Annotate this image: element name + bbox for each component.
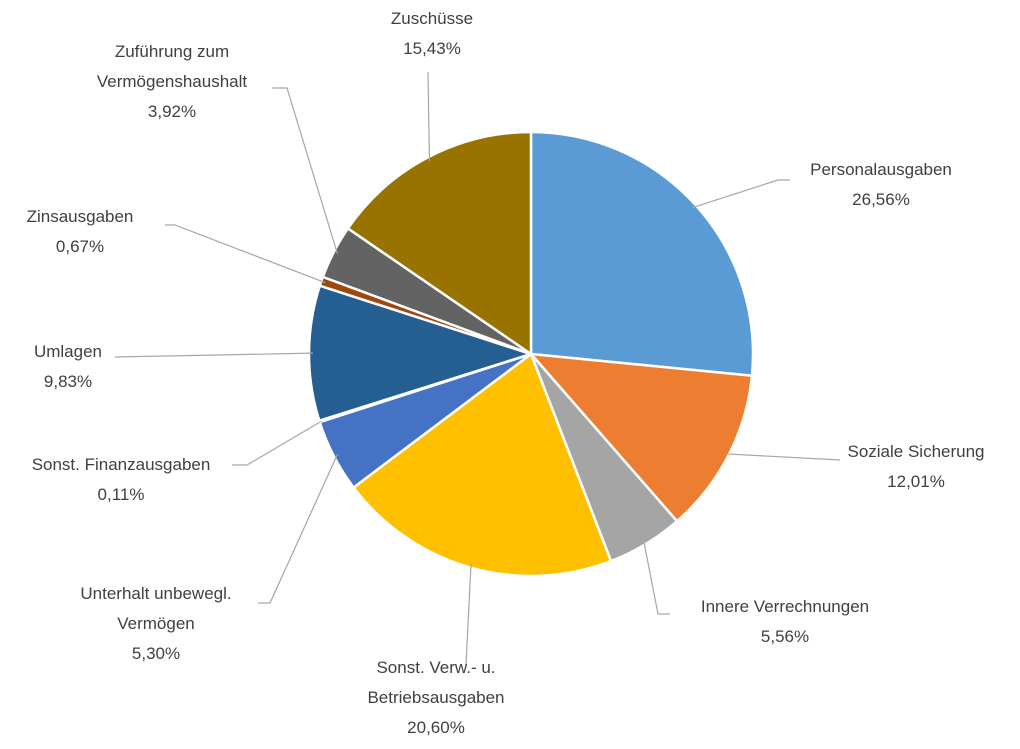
leader-line xyxy=(114,352,314,358)
data-label: Zuführung zum Vermögenshaushalt 3,92% xyxy=(62,37,282,127)
value-label: 26,56% xyxy=(852,190,910,209)
leader-line xyxy=(465,563,472,666)
value-label: 20,60% xyxy=(407,718,465,737)
value-label: 5,56% xyxy=(760,627,810,646)
data-label: Sonst. Verw.- u. Betriebsausgaben 20,60% xyxy=(341,653,531,743)
data-label: Unterhalt unbewegl. Vermögen 5,30% xyxy=(46,579,266,669)
pie-slice xyxy=(527,352,754,523)
category-label: Personalausgaben xyxy=(810,160,952,179)
category-label: Sonst. Verw.- u. Betriebsausgaben xyxy=(367,658,505,707)
pie-slice xyxy=(529,130,755,378)
pie-slice xyxy=(351,352,613,578)
leader-line xyxy=(272,87,339,254)
data-label: Umlagen 9,83% xyxy=(8,337,128,397)
value-label: 3,92% xyxy=(147,102,197,121)
category-label: Soziale Sicherung xyxy=(847,442,985,461)
category-label: Innere Verrechnungen xyxy=(700,597,870,616)
value-label: 0,67% xyxy=(55,237,105,256)
pie-slice xyxy=(346,130,533,357)
leader-line xyxy=(427,71,431,162)
data-label: Soziale Sicherung 12,01% xyxy=(816,437,1016,497)
category-label: Zuschüsse xyxy=(390,9,474,28)
category-label: Unterhalt unbewegl. Vermögen xyxy=(80,584,232,633)
value-label: 15,43% xyxy=(403,39,461,58)
value-label: 9,83% xyxy=(43,372,93,391)
category-label: Umlagen xyxy=(33,342,103,361)
data-label: Zuschüsse 15,43% xyxy=(352,4,512,64)
leader-line xyxy=(724,453,841,461)
category-label: Zuführung zum Vermögenshaushalt xyxy=(96,42,248,91)
category-label: Sonst. Finanzausgaben xyxy=(31,455,211,474)
data-label: Zinsausgaben 0,67% xyxy=(0,202,160,262)
value-label: 0,11% xyxy=(97,485,145,504)
leader-line xyxy=(232,419,324,466)
value-label: 5,30% xyxy=(131,644,181,663)
data-label: Innere Verrechnungen 5,56% xyxy=(665,592,905,652)
leader-line xyxy=(643,540,670,615)
category-label: Zinsausgaben xyxy=(26,207,134,226)
data-label: Personalausgaben 26,56% xyxy=(781,155,981,215)
leader-line xyxy=(692,179,790,209)
leader-line xyxy=(258,454,339,604)
leader-line xyxy=(165,224,326,284)
data-label: Sonst. Finanzausgaben 0,11% xyxy=(1,450,241,510)
value-label: 12,01% xyxy=(887,472,945,491)
